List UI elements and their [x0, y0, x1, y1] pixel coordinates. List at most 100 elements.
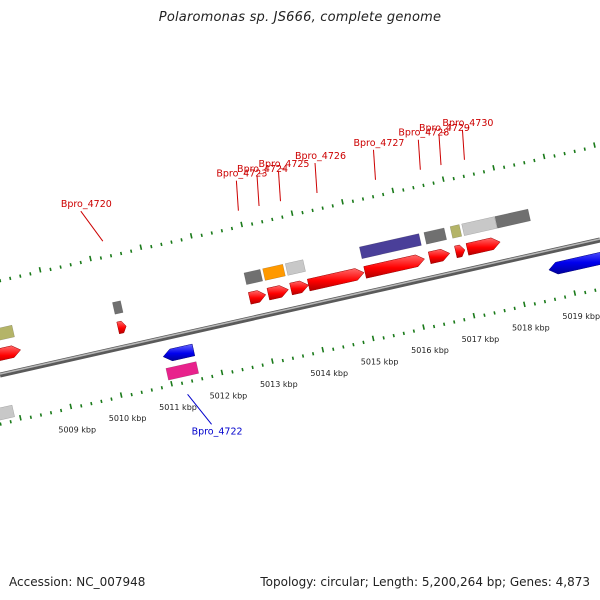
minor-tick: [90, 401, 93, 406]
gene-arrow[interactable]: [454, 244, 466, 259]
gene-arrow[interactable]: [116, 320, 127, 335]
tick-label: 5009 kbp: [58, 426, 96, 435]
minor-tick: [130, 392, 133, 397]
major-tick: [19, 414, 22, 421]
gene-category-box: [112, 300, 124, 315]
minor-tick: [220, 229, 224, 233]
minor-tick: [170, 240, 173, 244]
gene-category-box: [449, 224, 463, 239]
tick-label: 5019 kbp: [562, 312, 600, 321]
minor-tick: [432, 181, 435, 185]
minor-tick: [49, 410, 53, 415]
gene-category-box: [494, 208, 531, 229]
reverse-tick-track: [0, 288, 597, 426]
major-tick: [472, 312, 476, 319]
minor-tick: [301, 354, 305, 358]
minor-tick: [432, 324, 436, 329]
gene-arrow[interactable]: [548, 248, 600, 275]
major-tick: [492, 164, 496, 171]
minor-tick: [382, 336, 385, 340]
minor-tick: [261, 219, 264, 224]
gene-category-box: [359, 233, 422, 260]
minor-tick: [402, 188, 405, 192]
minor-tick: [9, 420, 12, 424]
minor-tick: [533, 158, 536, 163]
gene-feature-track[interactable]: [0, 237, 600, 364]
minor-tick: [493, 311, 496, 315]
minor-tick: [119, 251, 123, 256]
minor-tick: [80, 404, 83, 408]
major-tick: [391, 187, 395, 194]
gene-label: Bpro_4727: [353, 138, 404, 149]
minor-tick: [503, 308, 506, 313]
minor-tick: [180, 238, 183, 242]
minor-tick: [79, 260, 82, 265]
minor-tick: [513, 306, 516, 311]
gene-leader-line: [417, 139, 421, 170]
minor-tick: [291, 356, 295, 361]
minor-tick: [100, 399, 103, 404]
tick-label: 5010 kbp: [109, 414, 147, 423]
minor-tick: [351, 199, 355, 204]
position-tick-labels: 5009 kbp 5010 kbp 5011 kbp 5012 kbp 5013 kbp…: [58, 312, 600, 434]
tick-label: 5015 kbp: [361, 358, 399, 367]
minor-tick: [241, 367, 244, 372]
major-tick: [542, 153, 546, 160]
minor-tick: [402, 331, 405, 336]
minor-tick: [251, 365, 254, 370]
major-tick: [593, 142, 596, 148]
gene-arrow[interactable]: [427, 248, 451, 264]
gene-leader-line: [314, 162, 318, 194]
gene-leader-line: [277, 171, 281, 202]
minor-tick: [382, 192, 385, 197]
minor-tick: [150, 388, 153, 392]
major-tick: [38, 267, 42, 273]
minor-tick: [160, 386, 164, 390]
minor-tick: [331, 204, 334, 208]
gene-leader-line: [372, 149, 376, 180]
minor-tick: [0, 422, 2, 426]
gene-category-box: [0, 404, 15, 421]
gene-arrow[interactable]: [465, 237, 501, 256]
genome-summary: Topology: circular; Length: 5,200,264 bp…: [260, 575, 590, 589]
minor-tick: [109, 253, 113, 258]
tick-label: 5016 kbp: [411, 346, 449, 355]
gene-leader-line: [438, 135, 442, 166]
minor-tick: [250, 222, 254, 226]
gene-category-box: [262, 263, 286, 281]
gene-category-box: [423, 227, 447, 245]
minor-tick: [371, 195, 375, 199]
minor-tick: [59, 265, 62, 269]
minor-tick: [392, 333, 395, 338]
gene-arrow[interactable]: [266, 285, 289, 301]
gene-arrow[interactable]: [162, 343, 196, 362]
major-tick: [220, 369, 224, 376]
minor-tick: [19, 274, 22, 278]
gene-labels: Bpro_4720Bpro_4722Bpro_4723Bpro_4724Bpro…: [61, 118, 494, 437]
gene-label: Bpro_4726: [295, 151, 346, 162]
gene-leader-line: [187, 393, 212, 425]
minor-tick: [594, 288, 597, 292]
minor-tick: [281, 358, 284, 363]
gene-arrow[interactable]: [363, 254, 425, 279]
major-tick: [170, 380, 173, 387]
minor-tick: [150, 244, 153, 249]
minor-tick: [130, 249, 133, 253]
minor-tick: [563, 295, 567, 299]
major-tick: [523, 301, 526, 308]
gene-arrow[interactable]: [289, 280, 310, 296]
gene-arrow[interactable]: [306, 268, 365, 292]
gene-label: Bpro_4729: [419, 123, 470, 134]
minor-tick: [502, 165, 506, 170]
gene-label: Bpro_4725: [258, 159, 309, 170]
minor-tick: [553, 154, 556, 158]
gene-arrow[interactable]: [248, 290, 267, 305]
major-tick: [290, 210, 294, 216]
major-tick: [422, 324, 425, 330]
minor-tick: [69, 263, 72, 267]
gene-arrow[interactable]: [0, 345, 22, 364]
gene-label: Bpro_4723: [216, 169, 267, 180]
minor-tick: [261, 363, 264, 367]
gene-label: Bpro_4724: [237, 164, 288, 175]
